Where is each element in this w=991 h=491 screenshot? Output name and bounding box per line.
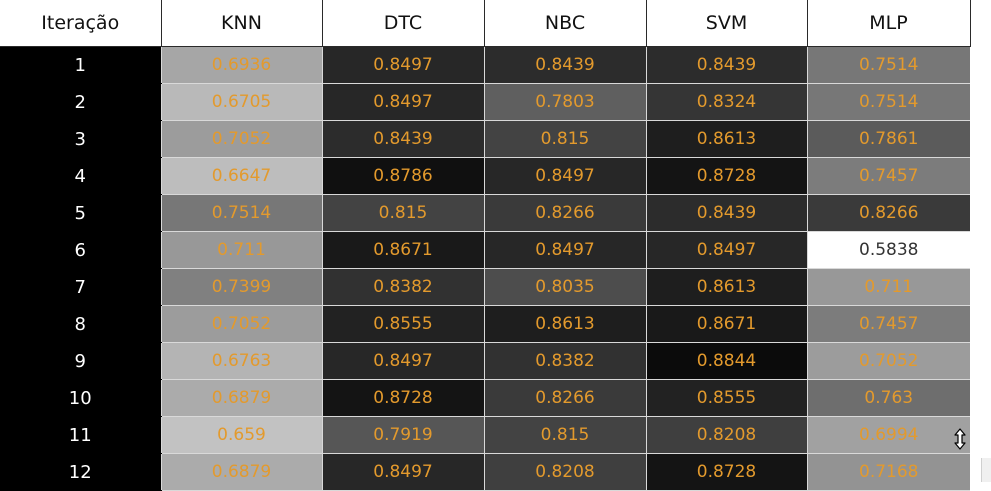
table-row: 10 0.6879 0.8728 0.8266 0.8555 0.763 xyxy=(0,379,970,417)
knn-cell[interactable]: 0.7399 xyxy=(160,268,322,306)
svm-cell[interactable]: 0.8728 xyxy=(645,157,807,195)
table-row: 1 0.6936 0.8497 0.8439 0.8439 0.7514 xyxy=(0,46,970,84)
mlp-cell[interactable]: 0.7514 xyxy=(806,83,970,121)
header-knn[interactable]: KNN xyxy=(160,0,322,47)
table-row: 11 0.659 0.7919 0.815 0.8208 0.6994 xyxy=(0,416,970,454)
table-row: 12 0.6879 0.8497 0.8208 0.8728 0.7168 xyxy=(0,453,970,491)
knn-cell[interactable]: 0.6763 xyxy=(160,342,322,380)
nbc-cell[interactable]: 0.8266 xyxy=(483,379,646,417)
nbc-cell[interactable]: 0.8382 xyxy=(483,342,646,380)
knn-cell[interactable]: 0.7514 xyxy=(160,194,322,232)
mlp-cell[interactable]: 0.5838 xyxy=(806,231,970,269)
table-row: 8 0.7052 0.8555 0.8613 0.8671 0.7457 xyxy=(0,305,970,343)
nbc-cell[interactable]: 0.8613 xyxy=(483,305,646,343)
knn-cell[interactable]: 0.7052 xyxy=(160,305,322,343)
mlp-cell[interactable]: 0.7861 xyxy=(806,120,970,158)
knn-cell[interactable]: 0.659 xyxy=(160,416,322,454)
iteration-cell[interactable]: 6 xyxy=(0,231,161,269)
mlp-cell[interactable]: 0.7168 xyxy=(806,453,970,491)
svm-cell[interactable]: 0.8671 xyxy=(645,305,807,343)
table-row: 9 0.6763 0.8497 0.8382 0.8844 0.7052 xyxy=(0,342,970,380)
dtc-cell[interactable]: 0.8382 xyxy=(321,268,484,306)
svm-cell[interactable]: 0.8324 xyxy=(645,83,807,121)
dtc-cell[interactable]: 0.8728 xyxy=(321,379,484,417)
svm-cell[interactable]: 0.8439 xyxy=(645,194,807,232)
iteration-cell[interactable]: 7 xyxy=(0,268,161,306)
svm-cell[interactable]: 0.8728 xyxy=(645,453,807,491)
iteration-cell[interactable]: 10 xyxy=(0,379,161,417)
nbc-cell[interactable]: 0.8497 xyxy=(483,157,646,195)
iteration-cell[interactable]: 3 xyxy=(0,120,161,158)
header-mlp[interactable]: MLP xyxy=(806,0,971,47)
dtc-cell[interactable]: 0.815 xyxy=(321,194,484,232)
knn-cell[interactable]: 0.6879 xyxy=(160,379,322,417)
nbc-cell[interactable]: 0.7803 xyxy=(483,83,646,121)
table-row: 3 0.7052 0.8439 0.815 0.8613 0.7861 xyxy=(0,120,970,158)
table-row: 4 0.6647 0.8786 0.8497 0.8728 0.7457 xyxy=(0,157,970,195)
knn-cell[interactable]: 0.7052 xyxy=(160,120,322,158)
header-iteration[interactable]: Iteração xyxy=(0,0,161,47)
nbc-cell[interactable]: 0.815 xyxy=(483,120,646,158)
svm-cell[interactable]: 0.8439 xyxy=(645,46,807,84)
table-row: 7 0.7399 0.8382 0.8035 0.8613 0.711 xyxy=(0,268,970,306)
header-dtc[interactable]: DTC xyxy=(321,0,484,47)
svm-cell[interactable]: 0.8208 xyxy=(645,416,807,454)
iteration-cell[interactable]: 4 xyxy=(0,157,161,195)
mlp-cell[interactable]: 0.763 xyxy=(806,379,970,417)
nbc-cell[interactable]: 0.8439 xyxy=(483,46,646,84)
svm-cell[interactable]: 0.8555 xyxy=(645,379,807,417)
svm-cell[interactable]: 0.8613 xyxy=(645,268,807,306)
dtc-cell[interactable]: 0.8497 xyxy=(321,83,484,121)
knn-cell[interactable]: 0.6936 xyxy=(160,46,322,84)
dtc-cell[interactable]: 0.8439 xyxy=(321,120,484,158)
results-table: Iteração KNN DTC NBC SVM MLP 1 0.6936 0.84… xyxy=(0,0,971,491)
vertical-resize-cursor-icon xyxy=(954,428,966,450)
dtc-cell[interactable]: 0.8497 xyxy=(321,453,484,491)
iteration-cell[interactable]: 1 xyxy=(0,46,161,84)
iteration-cell[interactable]: 2 xyxy=(0,83,161,121)
table-row: 5 0.7514 0.815 0.8266 0.8439 0.8266 xyxy=(0,194,970,232)
nbc-cell[interactable]: 0.8266 xyxy=(483,194,646,232)
mlp-cell[interactable]: 0.7514 xyxy=(806,46,970,84)
knn-cell[interactable]: 0.6705 xyxy=(160,83,322,121)
iteration-cell[interactable]: 5 xyxy=(0,194,161,232)
nbc-cell[interactable]: 0.815 xyxy=(483,416,646,454)
mlp-cell[interactable]: 0.7457 xyxy=(806,305,970,343)
dtc-cell[interactable]: 0.8497 xyxy=(321,342,484,380)
header-row: Iteração KNN DTC NBC SVM MLP xyxy=(0,0,971,47)
knn-cell[interactable]: 0.6879 xyxy=(160,453,322,491)
svm-cell[interactable]: 0.8613 xyxy=(645,120,807,158)
iteration-cell[interactable]: 8 xyxy=(0,305,161,343)
mlp-cell[interactable]: 0.6994 xyxy=(806,416,970,454)
dtc-cell[interactable]: 0.8497 xyxy=(321,46,484,84)
nbc-cell[interactable]: 0.8208 xyxy=(483,453,646,491)
iteration-cell[interactable]: 9 xyxy=(0,342,161,380)
svm-cell[interactable]: 0.8844 xyxy=(645,342,807,380)
scrollbar-corner[interactable] xyxy=(981,458,991,482)
dtc-cell[interactable]: 0.8671 xyxy=(321,231,484,269)
header-nbc[interactable]: NBC xyxy=(483,0,646,47)
mlp-cell[interactable]: 0.711 xyxy=(806,268,970,306)
knn-cell[interactable]: 0.6647 xyxy=(160,157,322,195)
dtc-cell[interactable]: 0.8786 xyxy=(321,157,484,195)
dtc-cell[interactable]: 0.8555 xyxy=(321,305,484,343)
nbc-cell[interactable]: 0.8497 xyxy=(483,231,646,269)
mlp-cell[interactable]: 0.7052 xyxy=(806,342,970,380)
table-row: 2 0.6705 0.8497 0.7803 0.8324 0.7514 xyxy=(0,83,970,121)
iteration-cell[interactable]: 11 xyxy=(0,416,161,454)
nbc-cell[interactable]: 0.8035 xyxy=(483,268,646,306)
svm-cell[interactable]: 0.8497 xyxy=(645,231,807,269)
header-svm[interactable]: SVM xyxy=(645,0,807,47)
dtc-cell[interactable]: 0.7919 xyxy=(321,416,484,454)
knn-cell[interactable]: 0.711 xyxy=(160,231,322,269)
mlp-cell[interactable]: 0.7457 xyxy=(806,157,970,195)
iteration-cell[interactable]: 12 xyxy=(0,453,161,491)
table-row: 6 0.711 0.8671 0.8497 0.8497 0.5838 xyxy=(0,231,970,269)
mlp-cell[interactable]: 0.8266 xyxy=(806,194,970,232)
